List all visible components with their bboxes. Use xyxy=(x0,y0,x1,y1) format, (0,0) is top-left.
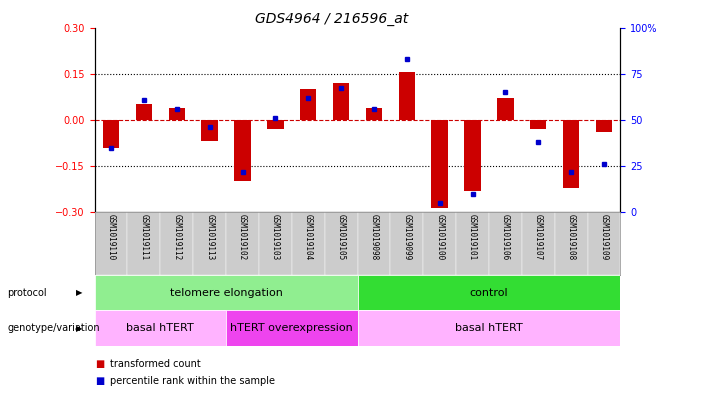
Bar xyxy=(201,120,218,141)
Bar xyxy=(399,72,415,120)
Bar xyxy=(267,120,284,129)
Bar xyxy=(366,108,382,120)
Bar xyxy=(464,120,481,191)
Bar xyxy=(95,212,128,275)
Text: ■: ■ xyxy=(95,376,104,386)
Text: genotype/variation: genotype/variation xyxy=(7,323,100,333)
Bar xyxy=(423,212,456,275)
Bar xyxy=(596,120,612,132)
Bar xyxy=(226,310,358,346)
Text: GSM1019102: GSM1019102 xyxy=(238,214,247,260)
Bar xyxy=(358,275,620,310)
Bar xyxy=(161,212,193,275)
Text: GSM1019099: GSM1019099 xyxy=(402,214,411,260)
Text: GSM1019098: GSM1019098 xyxy=(369,214,379,260)
Bar xyxy=(259,212,292,275)
Text: GSM1019109: GSM1019109 xyxy=(599,214,608,260)
Bar xyxy=(431,120,448,208)
Bar xyxy=(358,212,390,275)
Text: GSM1019108: GSM1019108 xyxy=(566,214,576,260)
Text: GSM1019113: GSM1019113 xyxy=(205,214,214,260)
Bar xyxy=(333,83,349,120)
Bar xyxy=(136,105,152,120)
Text: GSM1019105: GSM1019105 xyxy=(336,214,346,260)
Text: GSM1019103: GSM1019103 xyxy=(271,214,280,260)
Bar xyxy=(128,212,161,275)
Text: control: control xyxy=(470,288,508,298)
Bar xyxy=(390,212,423,275)
Text: GSM1019104: GSM1019104 xyxy=(304,214,313,260)
Text: GSM1019112: GSM1019112 xyxy=(172,214,182,260)
Text: transformed count: transformed count xyxy=(110,358,200,369)
Bar xyxy=(95,310,226,346)
Text: GSM1019107: GSM1019107 xyxy=(533,214,543,260)
Bar xyxy=(103,120,119,147)
Text: GSM1019106: GSM1019106 xyxy=(501,214,510,260)
Bar xyxy=(234,120,251,182)
Text: ■: ■ xyxy=(95,358,104,369)
Bar xyxy=(193,212,226,275)
Text: GSM1019101: GSM1019101 xyxy=(468,214,477,260)
Text: ▶: ▶ xyxy=(76,324,83,332)
Bar xyxy=(522,212,554,275)
Bar xyxy=(489,212,522,275)
Bar xyxy=(300,89,316,120)
Bar xyxy=(456,212,489,275)
Text: hTERT overexpression: hTERT overexpression xyxy=(231,323,353,333)
Bar xyxy=(587,212,620,275)
Text: basal hTERT: basal hTERT xyxy=(126,323,194,333)
Bar xyxy=(95,275,358,310)
Text: GSM1019111: GSM1019111 xyxy=(139,214,149,260)
Bar xyxy=(325,212,358,275)
Text: protocol: protocol xyxy=(7,288,47,298)
Bar xyxy=(530,120,547,129)
Text: GSM1019110: GSM1019110 xyxy=(107,214,116,260)
Bar xyxy=(292,212,325,275)
Bar xyxy=(497,98,514,120)
Text: GDS4964 / 216596_at: GDS4964 / 216596_at xyxy=(254,12,408,26)
Text: percentile rank within the sample: percentile rank within the sample xyxy=(110,376,275,386)
Text: telomere elongation: telomere elongation xyxy=(170,288,283,298)
Bar xyxy=(226,212,259,275)
Text: GSM1019100: GSM1019100 xyxy=(435,214,444,260)
Bar xyxy=(563,120,579,187)
Bar xyxy=(554,212,587,275)
Bar xyxy=(358,310,620,346)
Text: ▶: ▶ xyxy=(76,288,83,297)
Text: basal hTERT: basal hTERT xyxy=(455,323,523,333)
Bar xyxy=(168,108,185,120)
